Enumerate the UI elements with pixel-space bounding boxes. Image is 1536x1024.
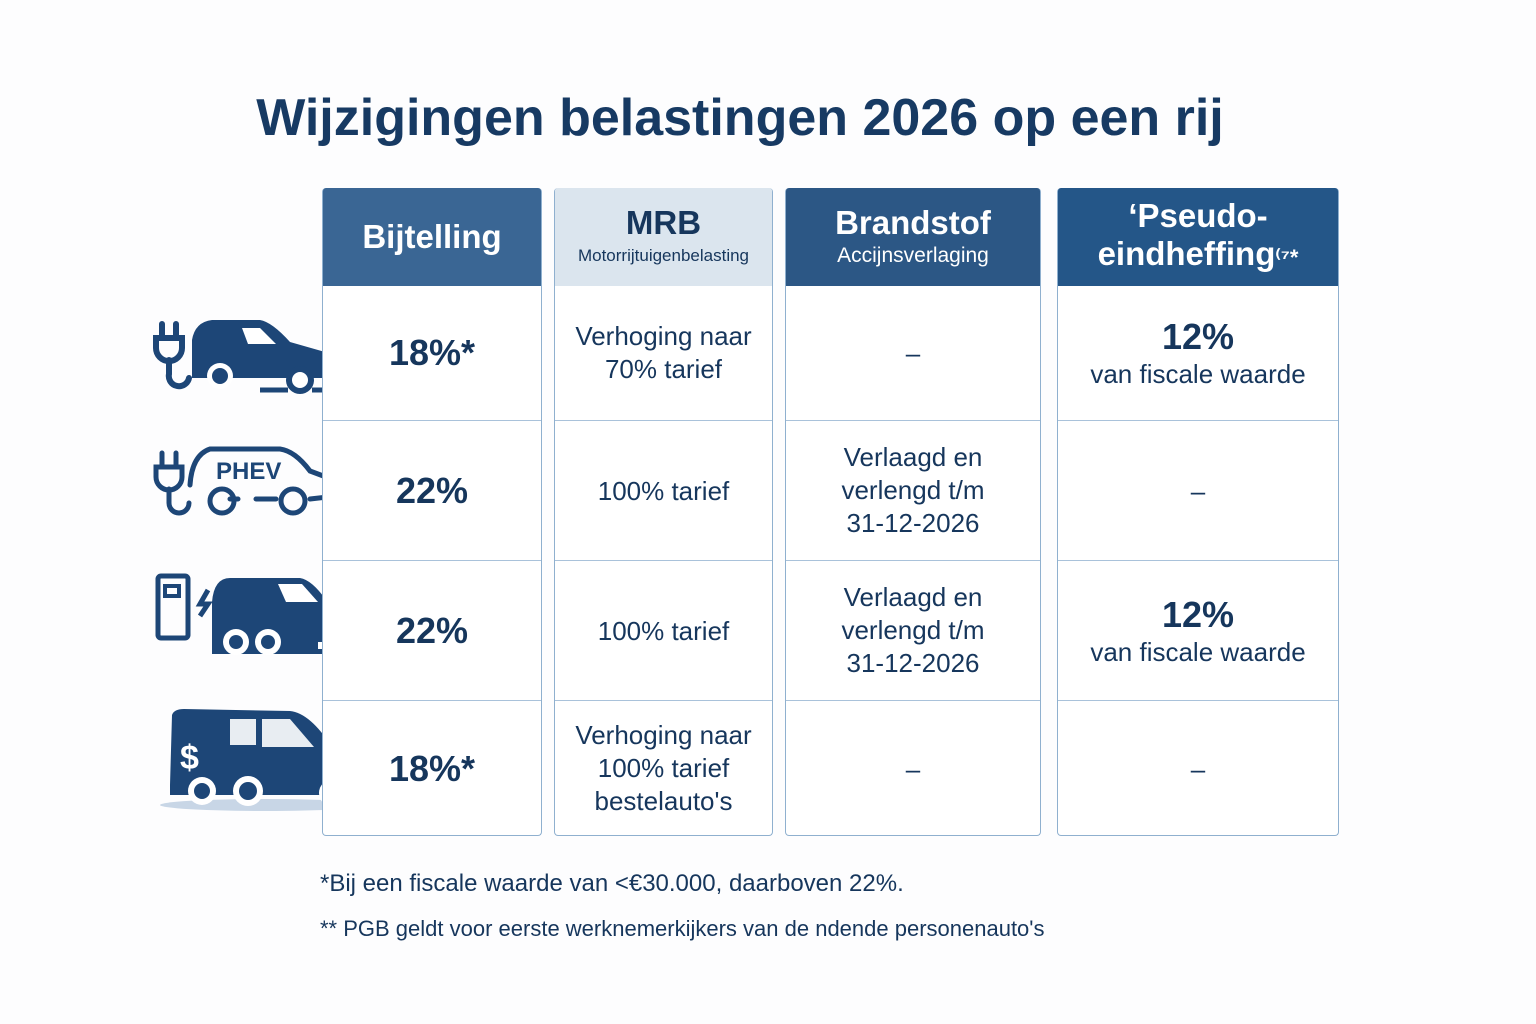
phev-car-icon: PHEV bbox=[153, 446, 333, 516]
table-cell: 100% tarief bbox=[555, 560, 772, 701]
phev-label: PHEV bbox=[216, 458, 281, 485]
column-header: ‘Pseudo-eindheffing⁽⁷* bbox=[1058, 188, 1338, 286]
column-brandstof: Brandstof Accijnsverlaging – Verlaagd en… bbox=[785, 188, 1041, 836]
table-cell: 22% bbox=[323, 560, 541, 701]
column-header: Bijtelling bbox=[323, 188, 541, 286]
cell-value: Verhoging naar 100% tarief bestelauto's bbox=[575, 720, 752, 816]
table-cell: – bbox=[786, 700, 1040, 837]
cell-note: van fiscale waarde bbox=[1090, 636, 1306, 667]
table-cell: Verlaagd en verlengd t/m 31-12-2026 bbox=[786, 560, 1040, 700]
cell-value: Verlaagd en verlengd t/m 31-12-2026 bbox=[841, 582, 985, 678]
cell-value: – bbox=[905, 753, 921, 784]
cell-value: 22% bbox=[395, 470, 469, 511]
cell-value: 100% tarief bbox=[597, 615, 730, 646]
table-cell: Verhoging naar 100% tarief bestelauto's bbox=[555, 700, 772, 836]
table-cell: 12% van fiscale waarde bbox=[1058, 560, 1338, 701]
table-cell: 18%* bbox=[323, 286, 541, 420]
cell-value: – bbox=[1190, 475, 1206, 506]
table-cell: Verlaagd en verlengd t/m 31-12-2026 bbox=[786, 420, 1040, 560]
cell-note: van fiscale waarde bbox=[1090, 358, 1306, 389]
cell-value: – bbox=[1190, 753, 1206, 784]
column-title: Brandstof bbox=[835, 204, 991, 241]
footnote: ** PGB geldt voor eerste werknemerkijker… bbox=[320, 916, 1045, 941]
table-cell: – bbox=[1058, 420, 1338, 561]
electric-car-plug-icon bbox=[153, 320, 339, 394]
cell-value: Verlaagd en verlengd t/m 31-12-2026 bbox=[841, 442, 985, 538]
column-subtitle: Accijnsverlaging bbox=[837, 244, 989, 267]
table-cell: 22% bbox=[323, 420, 541, 561]
column-mrb: MRB Motorrijtuigenbelasting Verhoging na… bbox=[554, 188, 773, 836]
column-title: Bijtelling bbox=[362, 218, 502, 255]
cell-value: 22% bbox=[395, 610, 469, 651]
column-bijtelling: Bijtelling 18%* 22% 22% 18%* bbox=[322, 188, 542, 836]
table-cell: Verhoging naar 70% tarief bbox=[555, 286, 772, 420]
table-cell: – bbox=[1058, 700, 1338, 837]
cell-value: 18%* bbox=[388, 332, 476, 373]
column-subtitle: Motorrijtuigenbelasting bbox=[577, 246, 750, 265]
table-cell: – bbox=[786, 286, 1040, 420]
table-cell: 100% tarief bbox=[555, 420, 772, 561]
svg-text:$: $ bbox=[180, 739, 199, 777]
cell-value: 100% tarief bbox=[597, 475, 730, 506]
cell-value: Verhoging naar 70% tarief bbox=[575, 321, 752, 384]
table-cell: 18%* bbox=[323, 700, 541, 837]
page-title: Wijzigingen belastingen 2026 op een rij bbox=[256, 89, 1224, 147]
column-title: ‘Pseudo-eindheffing bbox=[1097, 197, 1276, 272]
cell-value: 18%* bbox=[388, 748, 476, 789]
column-header: MRB Motorrijtuigenbelasting bbox=[555, 188, 772, 286]
column-title: MRB bbox=[625, 204, 702, 241]
column-title-suffix: ⁽⁷* bbox=[1275, 245, 1299, 270]
table-cell: 12% van fiscale waarde bbox=[1058, 286, 1338, 420]
footnote: *Bij een fiscale waarde van <€30.000, da… bbox=[320, 870, 904, 897]
cell-value: 12% bbox=[1161, 593, 1235, 635]
cell-value: 12% bbox=[1161, 315, 1235, 357]
column-header: Brandstof Accijnsverlaging bbox=[786, 188, 1040, 286]
column-pseudo-eindheffing: ‘Pseudo-eindheffing⁽⁷* 12% van fiscale wa… bbox=[1057, 188, 1339, 836]
cell-value: – bbox=[905, 337, 921, 368]
